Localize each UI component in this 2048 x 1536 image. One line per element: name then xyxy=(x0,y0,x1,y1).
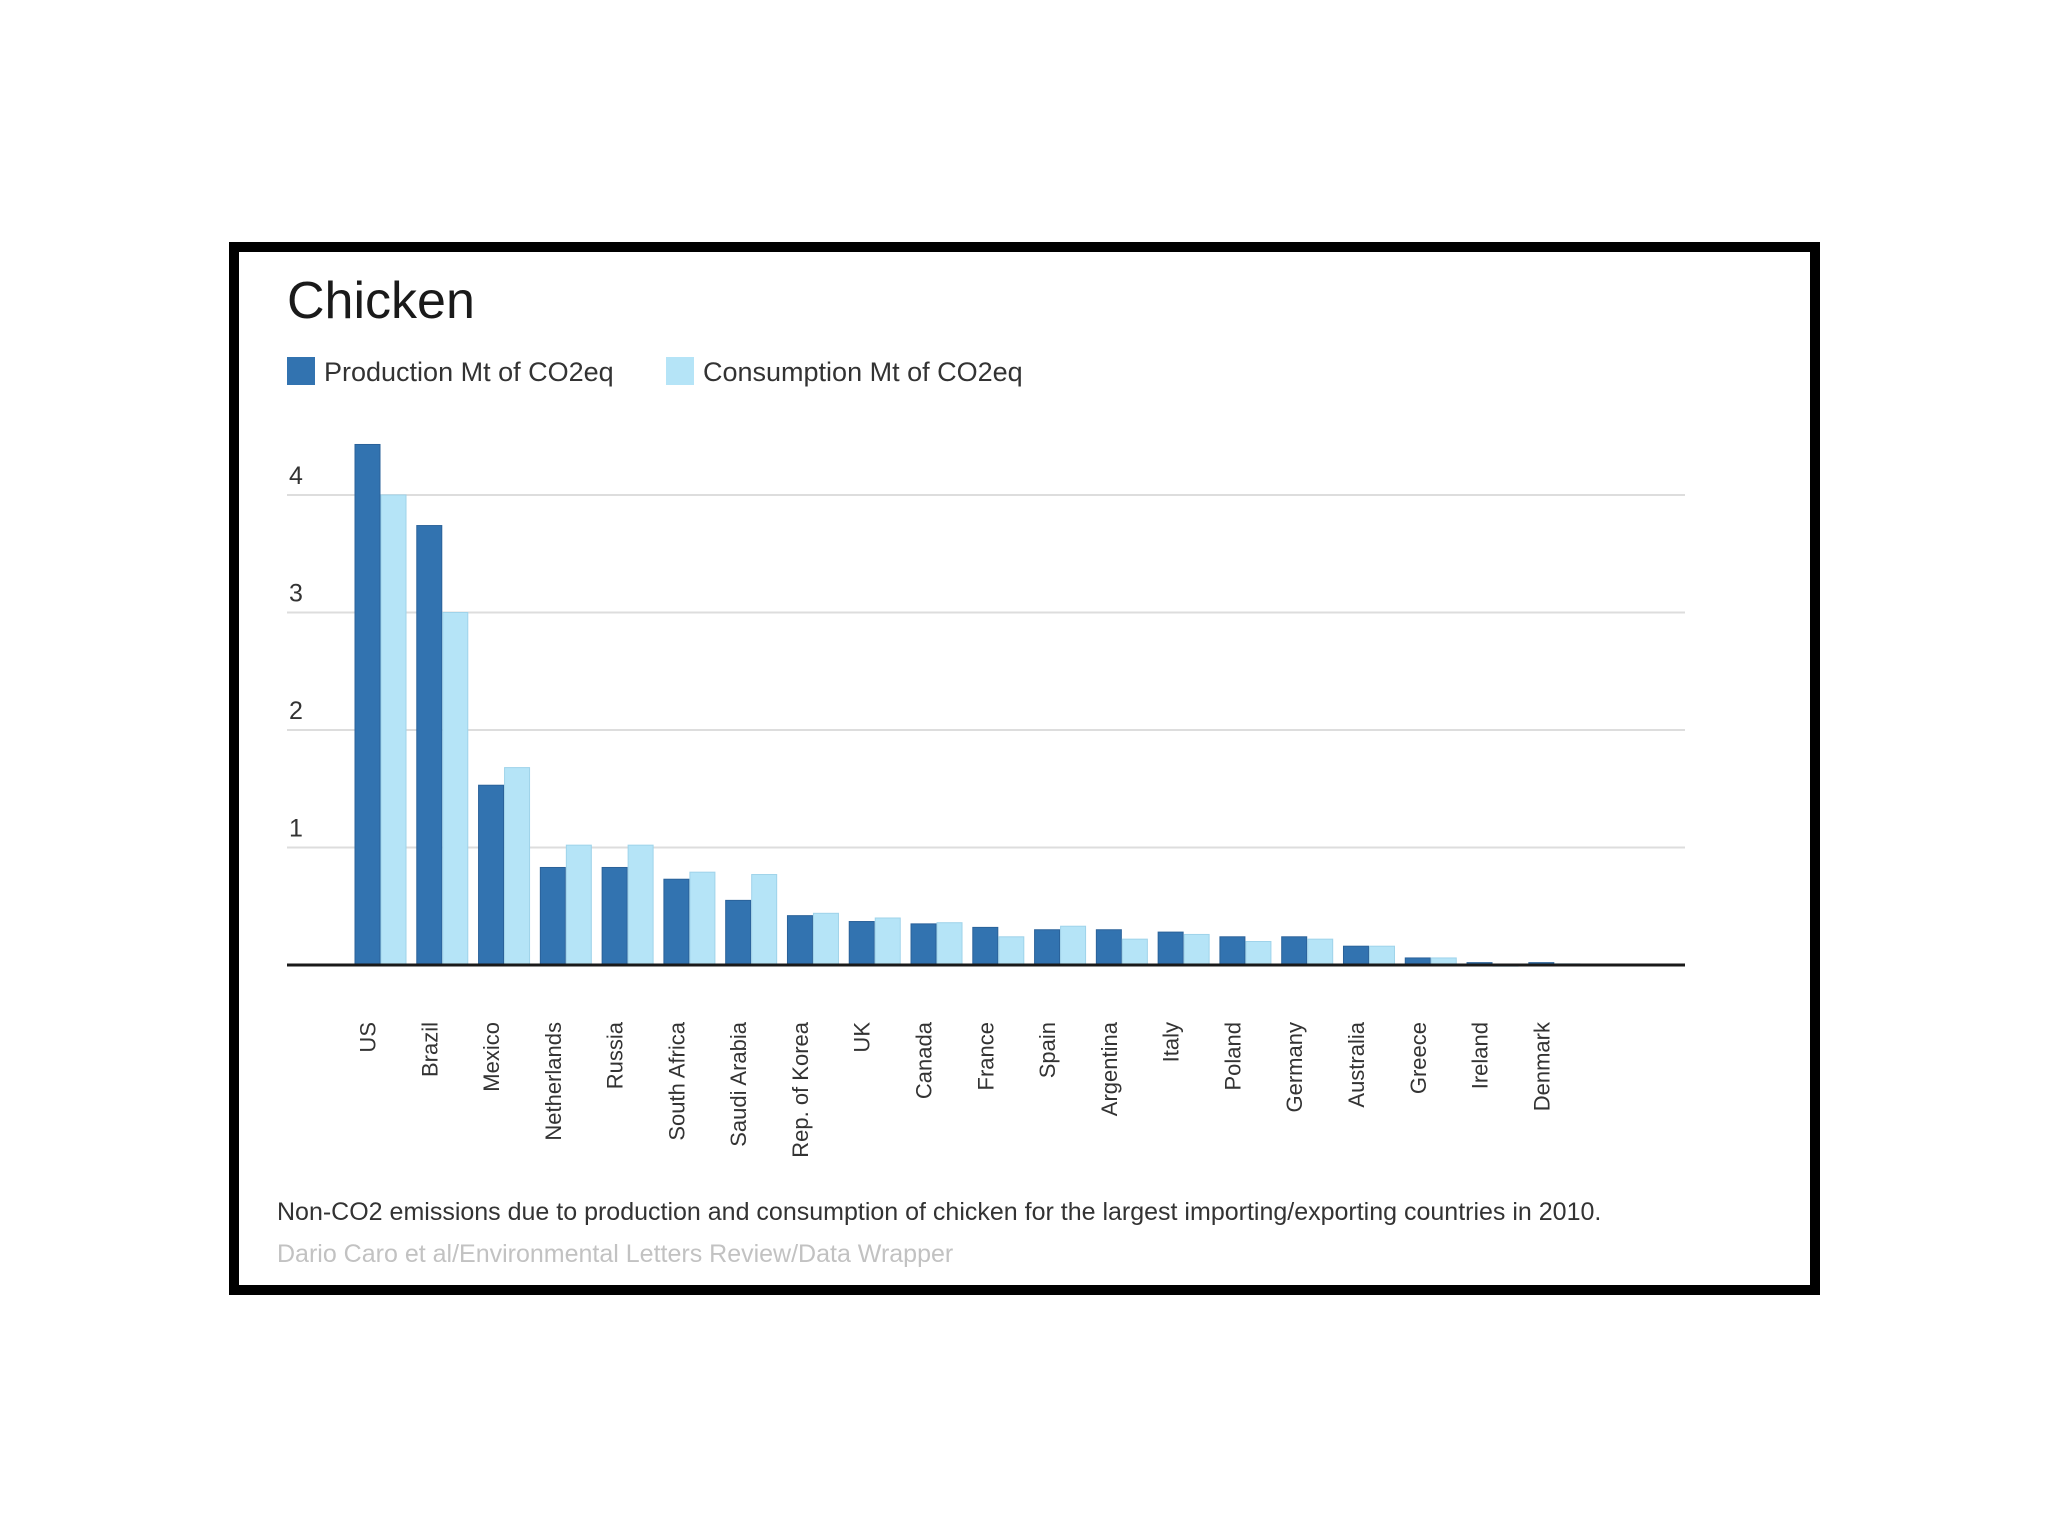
x-tick-label-saudi-arabia: Saudi Arabia xyxy=(726,1021,751,1147)
bar-consumption-uk xyxy=(874,917,901,966)
x-tick-label-south-africa: South Africa xyxy=(664,1021,689,1140)
bar-consumption-brazil xyxy=(442,612,469,966)
x-tick-label-denmark: Denmark xyxy=(1529,1021,1554,1111)
bar-consumption-us xyxy=(380,494,407,966)
x-tick-label-spain: Spain xyxy=(1035,1022,1060,1078)
y-tick-label: 1 xyxy=(289,815,303,843)
chicken-emissions-chart: Chicken Production Mt of CO2eq Consumpti… xyxy=(277,272,1685,1268)
x-tick-label-france: France xyxy=(973,1022,998,1090)
bar-consumption-saudi-arabia xyxy=(751,874,778,966)
x-tick-label-us: US xyxy=(356,1022,381,1053)
bar-production-rep-of-korea xyxy=(786,915,813,966)
bar-consumption-italy xyxy=(1183,933,1210,966)
y-tick-label: 4 xyxy=(289,462,303,490)
bar-production-argentina xyxy=(1095,929,1122,966)
bar-consumption-canada xyxy=(936,922,963,966)
x-tick-label-netherlands: Netherlands xyxy=(541,1022,566,1141)
x-tick-label-poland: Poland xyxy=(1220,1022,1245,1091)
x-tick-label-canada: Canada xyxy=(912,1021,937,1099)
x-tick-label-russia: Russia xyxy=(603,1021,628,1089)
gridlines xyxy=(287,494,1685,849)
legend-swatch-production xyxy=(287,357,315,385)
x-tick-label-brazil: Brazil xyxy=(417,1022,442,1077)
bar-production-us xyxy=(354,443,381,966)
chart-source: Dario Caro et al/Environmental Letters R… xyxy=(277,1240,953,1268)
bar-production-germany xyxy=(1281,936,1308,966)
bar-consumption-poland xyxy=(1245,941,1272,966)
bar-production-spain xyxy=(1034,929,1061,966)
legend-swatch-consumption xyxy=(666,357,694,385)
x-tick-label-rep-of-korea: Rep. of Korea xyxy=(788,1021,813,1158)
legend-label-consumption: Consumption Mt of CO2eq xyxy=(703,357,1023,387)
bars xyxy=(354,443,1581,967)
bar-consumption-mexico xyxy=(504,767,531,966)
bar-production-france xyxy=(972,926,999,966)
x-tick-label-greece: Greece xyxy=(1406,1022,1431,1094)
bar-production-brazil xyxy=(416,525,443,966)
bar-consumption-germany xyxy=(1307,938,1334,966)
x-tick-label-ireland: Ireland xyxy=(1468,1022,1493,1089)
bar-production-uk xyxy=(848,921,875,966)
x-tick-label-uk: UK xyxy=(850,1022,875,1053)
x-tick-label-mexico: Mexico xyxy=(479,1022,504,1092)
bar-production-canada xyxy=(910,923,937,966)
bar-consumption-south-africa xyxy=(689,871,716,966)
bar-production-russia xyxy=(601,866,628,966)
chart-title: Chicken xyxy=(287,272,475,330)
y-tick-label: 3 xyxy=(289,580,303,608)
y-axis-tick-labels: 1 2 3 4 xyxy=(289,462,303,843)
bar-production-netherlands xyxy=(539,866,566,966)
bar-production-south-africa xyxy=(663,878,690,966)
bar-production-australia xyxy=(1342,945,1369,966)
legend-label-production: Production Mt of CO2eq xyxy=(324,357,614,387)
y-tick-label: 2 xyxy=(289,697,303,725)
bar-consumption-rep-of-korea xyxy=(812,912,839,966)
bar-production-italy xyxy=(1157,931,1184,966)
x-tick-label-germany: Germany xyxy=(1282,1022,1307,1112)
bar-consumption-spain xyxy=(1060,925,1087,966)
bar-consumption-argentina xyxy=(1121,938,1148,966)
bar-consumption-netherlands xyxy=(565,844,592,966)
x-axis-tick-labels: US Brazil Mexico Netherlands Russia South Afr… xyxy=(356,1021,1555,1158)
bar-production-poland xyxy=(1219,936,1246,966)
chart-frame: Chicken Production Mt of CO2eq Consumpti… xyxy=(229,242,1820,1295)
x-tick-label-australia: Australia xyxy=(1344,1021,1369,1107)
bar-consumption-france xyxy=(998,936,1025,966)
bar-production-mexico xyxy=(478,784,505,966)
bar-consumption-russia xyxy=(627,844,654,966)
chart-note: Non-CO2 emissions due to production and … xyxy=(277,1198,1601,1226)
x-tick-label-argentina: Argentina xyxy=(1097,1021,1122,1116)
bar-production-saudi-arabia xyxy=(725,899,752,966)
x-tick-label-italy: Italy xyxy=(1159,1022,1184,1062)
bar-consumption-australia xyxy=(1368,945,1395,966)
